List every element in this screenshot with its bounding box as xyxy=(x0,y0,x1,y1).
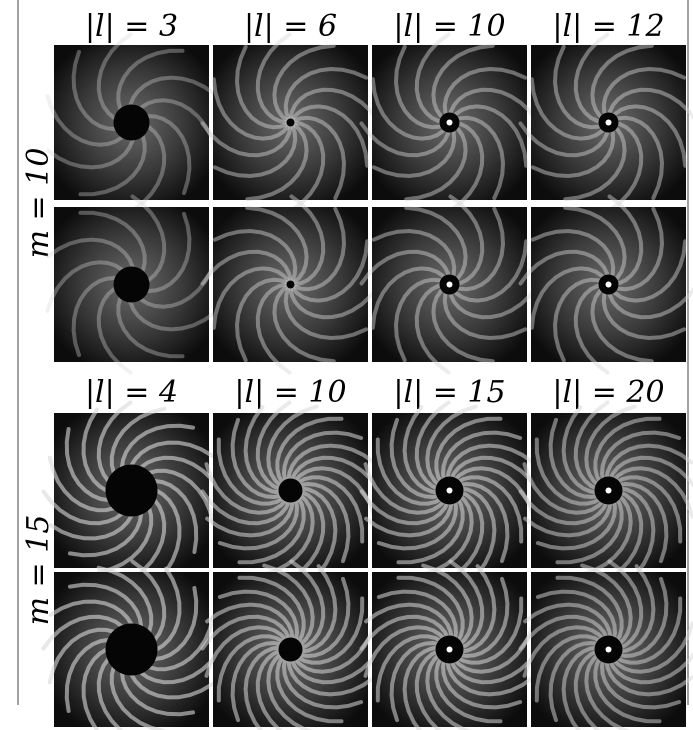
dark-core xyxy=(279,638,303,662)
intensity-image xyxy=(203,403,379,579)
bright-spot xyxy=(447,282,453,288)
column-label: |l| = 10 xyxy=(234,375,346,410)
dark-core xyxy=(106,465,158,517)
intensity-image xyxy=(521,197,693,373)
bright-spot xyxy=(606,647,612,653)
bright-spot xyxy=(606,282,612,288)
bright-spot xyxy=(447,647,453,653)
intensity-image xyxy=(48,35,216,211)
intensity-image xyxy=(362,403,538,579)
intensity-image xyxy=(521,562,693,730)
intensity-image xyxy=(362,562,538,730)
bright-spot xyxy=(606,488,612,494)
column-label: |l| = 15 xyxy=(393,375,505,410)
intensity-image xyxy=(362,197,538,373)
column-label: |l| = 4 xyxy=(85,375,178,410)
figure: m = 10 |l| = 3 |l| = 6 |l| = 10 |l| = 12 m = … xyxy=(0,0,693,730)
intensity-image xyxy=(48,197,216,373)
dark-core xyxy=(114,105,150,141)
column-label: |l| = 3 xyxy=(85,9,178,44)
dark-core xyxy=(287,281,295,289)
column-label: |l| = 12 xyxy=(552,9,664,44)
dark-core xyxy=(279,479,303,503)
intensity-image xyxy=(203,197,379,373)
bright-spot xyxy=(447,488,453,494)
dark-core xyxy=(106,624,158,676)
intensity-image xyxy=(44,403,220,579)
intensity-image xyxy=(203,562,379,730)
intensity-image xyxy=(521,403,693,579)
row-label: m = 15 xyxy=(21,515,56,626)
dark-core xyxy=(287,119,295,127)
dark-core xyxy=(114,267,150,303)
intensity-image xyxy=(44,562,220,730)
column-label: |l| = 10 xyxy=(393,9,505,44)
column-label: |l| = 20 xyxy=(552,375,664,410)
bright-spot xyxy=(447,120,453,126)
intensity-image xyxy=(521,35,693,211)
row-label: m = 10 xyxy=(21,148,56,259)
bright-spot xyxy=(606,120,612,126)
intensity-image xyxy=(203,35,379,211)
intensity-image xyxy=(362,35,538,211)
column-label: |l| = 6 xyxy=(244,9,337,44)
